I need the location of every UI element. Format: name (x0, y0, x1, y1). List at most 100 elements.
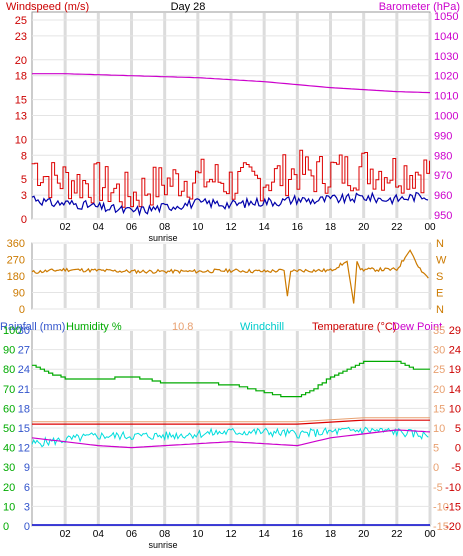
x-tick-label: 12 (225, 529, 237, 540)
right-tick-label: 1000 (434, 111, 458, 123)
temperature-alt-tick-label: -15 (445, 501, 461, 513)
right-tick-label: 980 (434, 150, 452, 162)
temperature-tick-label: 35 (433, 325, 445, 337)
temperature-alt-tick-label: -5 (451, 462, 461, 474)
x-tick-label: 02 (60, 529, 72, 540)
rain-tick-label: 12 (18, 443, 30, 455)
legend-label: Humidity % (66, 321, 122, 333)
legend-label: Temperature (°C) (312, 321, 396, 333)
legend-label: 10.8 (172, 321, 193, 333)
right-tick-label: 950 (434, 210, 452, 222)
x-tick-label: 16 (292, 222, 304, 233)
humidity-tick-label: 100 (3, 325, 21, 337)
left-axis-title: Windspeed (m/s) (6, 1, 89, 13)
compass-tick-label: W (436, 255, 447, 267)
x-tick-label: 06 (126, 222, 138, 233)
temperature-tick-label: 15 (433, 403, 445, 415)
x-tick-label: 18 (325, 222, 337, 233)
legend-label: Rainfall (mm) (0, 321, 65, 333)
wind-barometer-panel: Windspeed (m/s) Day 28 Barometer (hPa) 0 3 5 8… (6, 1, 460, 243)
humidity-tick-label: 20 (3, 482, 15, 494)
x-tick-label: 10 (192, 529, 204, 540)
compass-tick-label: S (436, 271, 443, 283)
chart-title: Day 28 (171, 1, 206, 13)
x-tick-label: 04 (93, 222, 105, 233)
temperature-alt-tick-label: 24 (449, 345, 461, 357)
compass-tick-label: N (436, 304, 444, 316)
sunrise-label: sunrise (149, 540, 178, 550)
rain-tick-label: 6 (24, 482, 30, 494)
temperature-tick-label: 25 (433, 364, 445, 376)
windchill-line (31, 426, 429, 448)
direction-tick-label: 180 (7, 271, 25, 283)
compass-tick-label: E (436, 288, 443, 300)
left-tick-label: 0 (21, 214, 27, 226)
x-tick-label: 14 (259, 222, 271, 233)
x-tick-label: 10 (192, 222, 204, 233)
temperature-humidity-panel: Rainfall (mm) Humidity % 10.8 Windchill Temp… (0, 321, 461, 550)
temperature-tick-label: -5 (433, 482, 443, 494)
right-tick-label: 960 (434, 190, 452, 202)
x-tick-label: 22 (391, 529, 403, 540)
legend-label: Windchill (240, 321, 284, 333)
right-axis-title: Barometer (hPa) (379, 1, 460, 13)
temperature-line (32, 419, 430, 425)
legend-label: Dew Point (392, 321, 442, 333)
right-tick-label: 990 (434, 130, 452, 142)
humidity-tick-label: 70 (3, 384, 15, 396)
temperature-alt-tick-label: 29 (449, 325, 461, 337)
windspeed-gust-line (31, 149, 430, 208)
temperature-alt-tick-label: 0 (455, 443, 461, 455)
humidity-tick-label: 50 (3, 423, 15, 435)
right-tick-label: 1050 (434, 11, 458, 23)
x-tick-label: 20 (358, 222, 370, 233)
left-tick-label: 15 (15, 95, 27, 107)
left-tick-label: 10 (15, 134, 27, 146)
left-tick-label: 8 (21, 150, 27, 162)
rain-tick-label: 27 (18, 345, 30, 357)
left-tick-label: 13 (15, 111, 27, 123)
x-tick-label: 14 (259, 529, 271, 540)
x-tick-label: 00 (424, 529, 436, 540)
wind-direction-line (31, 249, 429, 304)
humidity-tick-label: 80 (3, 364, 15, 376)
temperature-alt-tick-label: 14 (449, 384, 461, 396)
right-tick-label: 1010 (434, 91, 458, 103)
right-tick-label: 970 (434, 170, 452, 182)
humidity-tick-label: 40 (3, 443, 15, 455)
barometer-line (32, 73, 431, 94)
x-tick-label: 06 (126, 529, 138, 540)
left-tick-label: 23 (15, 31, 27, 43)
temperature-tick-label: 0 (433, 462, 439, 474)
x-tick-label: 12 (225, 222, 237, 233)
x-tick-label: 20 (358, 529, 370, 540)
left-tick-label: 3 (21, 190, 27, 202)
x-tick-label: 08 (159, 529, 171, 540)
temperature-tick-label: -10 (433, 501, 449, 513)
temperature-alt-tick-label: -20 (445, 521, 461, 533)
rain-tick-label: 0 (24, 521, 30, 533)
humidity-tick-label: 0 (3, 521, 9, 533)
rain-tick-label: 3 (24, 501, 30, 513)
direction-tick-label: 0 (19, 304, 25, 316)
x-tick-label: 04 (93, 529, 105, 540)
direction-tick-label: 360 (7, 238, 25, 250)
x-tick-label: 16 (292, 529, 304, 540)
direction-tick-label: 270 (7, 255, 25, 267)
temperature-alt-tick-label: 10 (449, 403, 461, 415)
x-tick-label: 08 (159, 222, 171, 233)
rain-tick-label: 18 (18, 403, 30, 415)
sunrise-label: sunrise (149, 233, 178, 243)
temperature-tick-label: 10 (433, 423, 445, 435)
x-tick-label: 00 (424, 222, 436, 233)
right-tick-label: 1040 (434, 31, 458, 43)
temperature-alt-tick-label: 5 (455, 423, 461, 435)
left-tick-label: 18 (15, 71, 27, 83)
dew-point-line (31, 429, 431, 449)
x-tick-label: 22 (391, 222, 403, 233)
rain-tick-label: 15 (18, 423, 30, 435)
left-tick-label: 25 (15, 15, 27, 27)
windspeed-line (31, 191, 429, 217)
